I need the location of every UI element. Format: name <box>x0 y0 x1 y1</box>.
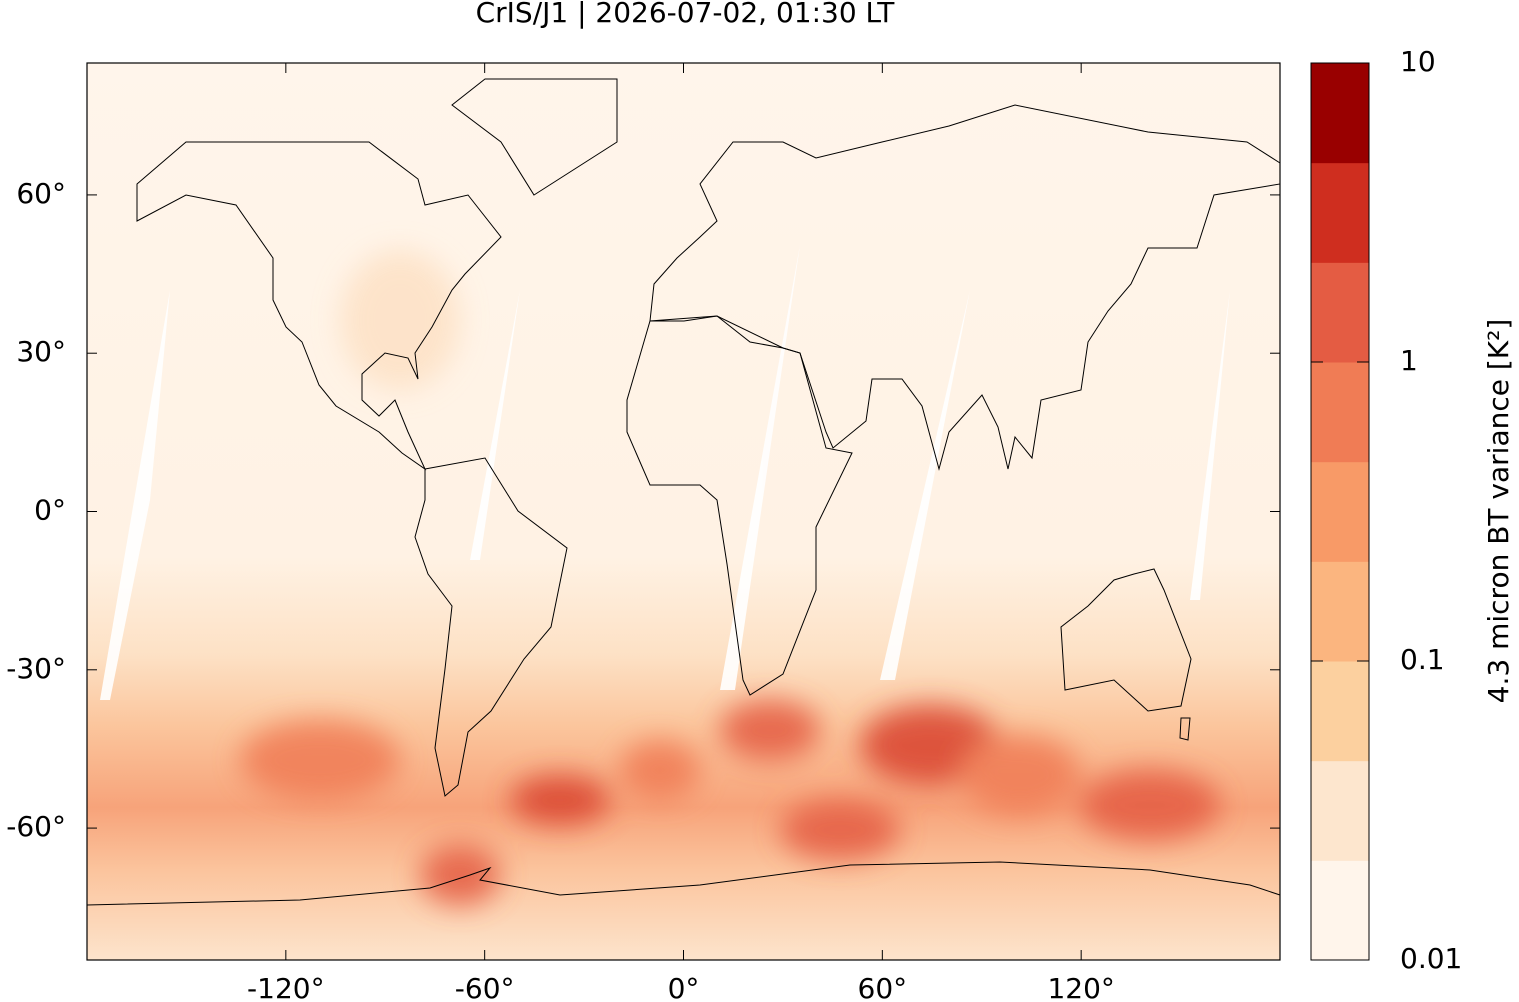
map-title: CrIS/J1 | 2026-07-02, 01:30 LT <box>476 0 896 29</box>
x-tick-label: -120° <box>247 972 325 1002</box>
y-tick-label: -30° <box>6 652 66 685</box>
colorbar-frame <box>1310 62 1370 961</box>
y-tick-label: 30° <box>16 335 66 368</box>
colorbar-level <box>1311 162 1369 263</box>
colorbar-tick-label: 0.1 <box>1400 643 1445 676</box>
colorbar-tick-label: 0.01 <box>1400 942 1462 975</box>
colorbar-tick-label: 1 <box>1400 344 1418 377</box>
colorbar-level <box>1311 63 1369 164</box>
coastlines <box>86 78 1281 906</box>
colorbar-level <box>1311 461 1369 562</box>
heatmap-field <box>87 63 1280 960</box>
y-tick-label: -60° <box>6 810 66 843</box>
colorbar-tick-label: 10 <box>1400 45 1436 78</box>
colorbar-level <box>1311 561 1369 662</box>
x-tick-label: 120° <box>1047 972 1114 1002</box>
colorbar-level <box>1311 860 1369 961</box>
colorbar-label: 4.3 micron BT variance [K²] <box>1482 319 1515 704</box>
y-tick-label: 60° <box>16 177 66 210</box>
x-tick-label: 60° <box>858 972 908 1002</box>
colorbar-level <box>1311 362 1369 463</box>
colorbar-level <box>1311 262 1369 363</box>
x-tick-label: -60° <box>455 972 515 1002</box>
colorbar-level <box>1311 760 1369 861</box>
x-tick-label: 0° <box>668 972 700 1002</box>
colorbar-level <box>1311 661 1369 762</box>
y-tick-label: 0° <box>34 494 66 527</box>
